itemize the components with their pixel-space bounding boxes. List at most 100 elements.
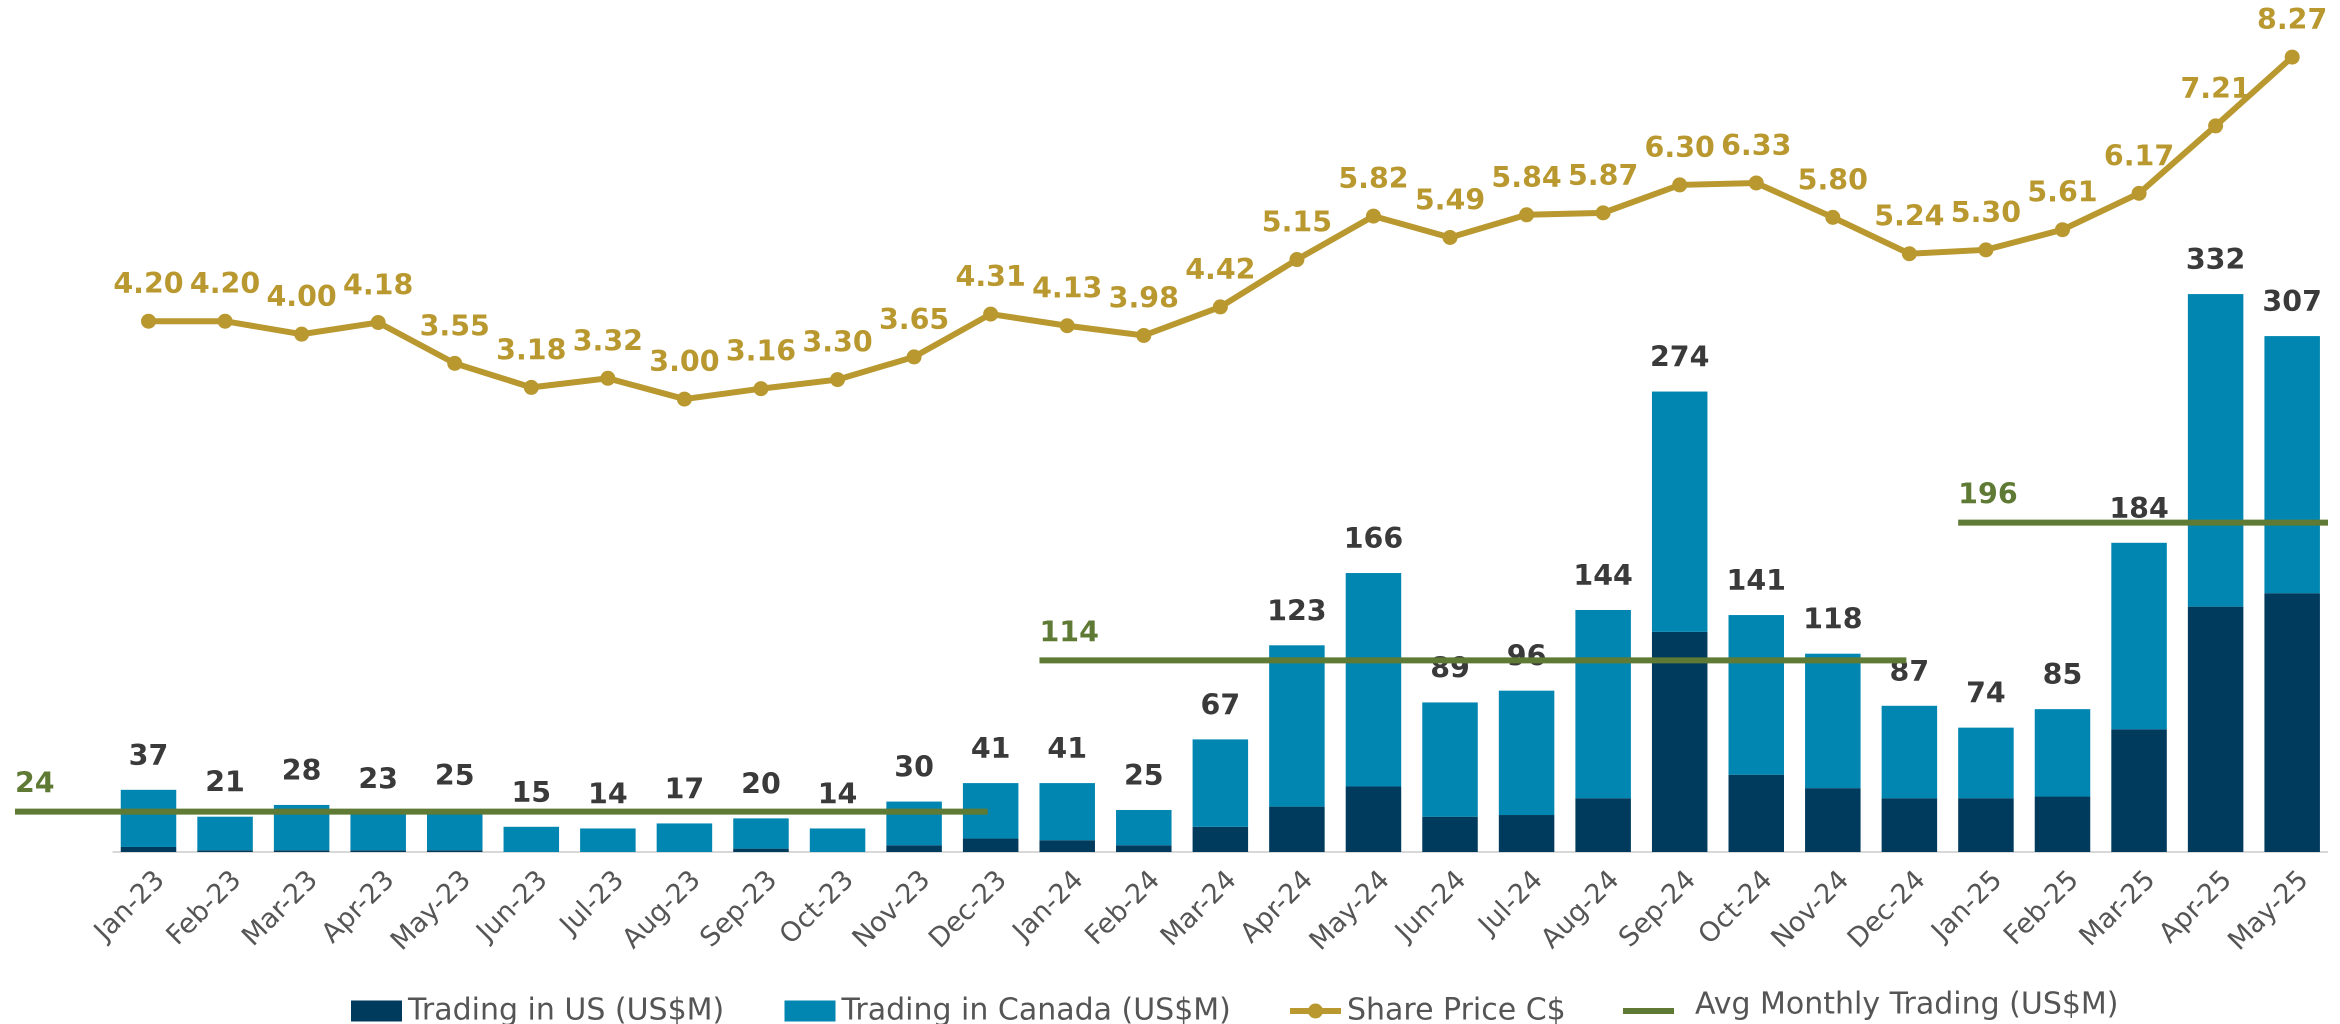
x-tick-label: Sep-24 (1613, 864, 1702, 953)
price-point (830, 372, 846, 388)
price-label: 5.24 (1874, 200, 1944, 233)
total-label: 37 (129, 739, 169, 772)
x-tick-label: Sep-23 (694, 864, 783, 953)
price-point (1748, 175, 1764, 191)
x-tick-label: Feb-24 (1079, 864, 1166, 951)
bar-segment (1958, 727, 2014, 799)
price-label: 6.17 (2104, 139, 2174, 172)
bar-segment (1575, 798, 1631, 852)
avg-label: 24 (15, 767, 55, 800)
price-point (370, 314, 386, 330)
price-point (1519, 207, 1535, 223)
total-label: 332 (2186, 243, 2245, 276)
price-label: 5.82 (1338, 162, 1408, 195)
price-label: 5.80 (1798, 163, 1868, 196)
legend-marker (1307, 1003, 1323, 1019)
price-point (1901, 246, 1917, 262)
x-tick-label: Feb-23 (160, 864, 247, 951)
bar-segment (120, 846, 177, 852)
x-tick-label: May-25 (2222, 864, 2314, 956)
total-label: 14 (588, 777, 628, 810)
price-point (447, 355, 463, 371)
total-label: 123 (1267, 594, 1326, 627)
price-point (1978, 242, 1994, 258)
bar-segment (2264, 593, 2320, 852)
bar-segment (1498, 815, 1555, 852)
total-label: 14 (818, 777, 858, 810)
bar-segment (1192, 739, 1249, 827)
bar-segment (1269, 806, 1325, 852)
legend-label: Avg Monthly Trading (US$M) (1695, 986, 2119, 1021)
price-point (141, 313, 157, 329)
price-label: 3.65 (879, 303, 949, 336)
price-point (1672, 177, 1688, 193)
price-label: 5.84 (1491, 161, 1561, 194)
price-point (2054, 222, 2070, 238)
bar-segment (1498, 690, 1555, 816)
total-label: 41 (971, 732, 1011, 765)
legend-label: Share Price C$ (1347, 992, 1566, 1024)
bar-segment (1805, 653, 1861, 789)
x-tick-label: Mar-24 (1155, 864, 1243, 952)
bar-segment (886, 845, 942, 852)
price-label: 4.00 (266, 280, 336, 313)
price-label: 6.30 (1645, 131, 1715, 164)
bar-segment (1651, 391, 1708, 632)
bar-segment (1192, 826, 1249, 852)
bar-segment (2264, 336, 2320, 594)
bar-segment (273, 850, 330, 852)
bar-segment (1422, 816, 1478, 852)
total-label: 15 (511, 776, 551, 809)
price-point (983, 306, 999, 322)
bar-segment (197, 850, 253, 852)
price-point (2131, 185, 2147, 201)
bar-segment (1345, 786, 1402, 852)
price-point (1289, 252, 1305, 268)
price-point (753, 381, 769, 397)
total-label: 166 (1344, 522, 1403, 555)
total-label: 184 (2109, 492, 2168, 525)
price-point (1365, 208, 1381, 224)
bar-segment (1881, 705, 1938, 799)
price-label: 5.30 (1951, 196, 2021, 229)
price-label: 4.42 (1185, 253, 1255, 286)
price-point (294, 326, 310, 342)
bar-segment (809, 828, 866, 852)
bar-segment (2034, 796, 2091, 852)
bar-segment (2111, 729, 2167, 852)
price-point (1136, 327, 1152, 343)
bar-segment (350, 850, 406, 852)
bar-segment (2187, 294, 2244, 607)
total-label: 41 (1047, 732, 1087, 765)
price-point (217, 313, 233, 329)
price-point (1595, 205, 1611, 221)
total-label: 141 (1727, 564, 1786, 597)
price-label: 3.30 (802, 326, 872, 359)
price-label: 5.15 (1262, 206, 1332, 239)
bar-segment (350, 813, 406, 851)
bar-segment (1345, 573, 1402, 787)
bar-segment (1881, 798, 1938, 852)
bar-segment (733, 818, 789, 849)
total-label: 274 (1650, 341, 1709, 374)
bar-segment (656, 823, 713, 852)
total-label: 21 (205, 766, 245, 799)
bar-segment (503, 826, 560, 852)
total-label: 67 (1201, 688, 1241, 721)
legend-swatch (351, 1000, 403, 1022)
total-label: 89 (1430, 651, 1470, 684)
bar-segment (1728, 615, 1785, 775)
bar-segment (2187, 606, 2244, 852)
price-label: 3.98 (1109, 281, 1179, 314)
x-tick-label: Jun-24 (1388, 864, 1472, 948)
total-label: 25 (435, 759, 475, 792)
x-tick-label: Oct-23 (774, 864, 860, 950)
price-point (1442, 229, 1458, 245)
legend-swatch (784, 1000, 836, 1022)
bar-segment (1269, 645, 1325, 807)
x-tick-label: Mar-25 (2073, 864, 2161, 952)
price-label: 7.21 (2180, 72, 2250, 105)
price-point (906, 349, 922, 365)
x-tick-label: Jan-24 (1006, 864, 1090, 948)
total-label: 96 (1507, 640, 1547, 673)
